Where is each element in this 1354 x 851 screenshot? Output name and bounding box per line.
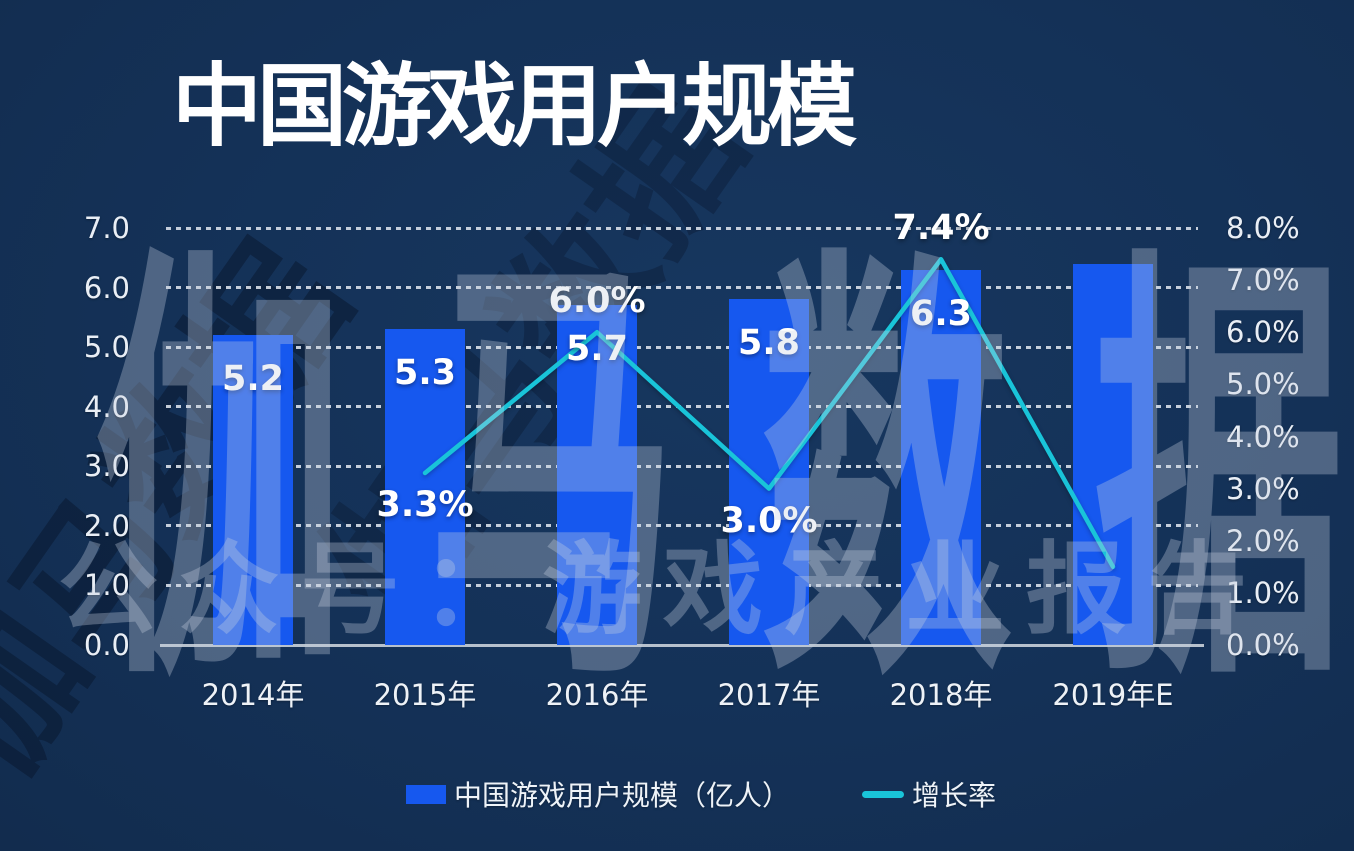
left-axis-tick-label: 5.0 (83, 330, 130, 365)
left-axis-tick-label: 1.0 (83, 568, 130, 603)
right-axis-tick-label: 5.0% (1226, 367, 1300, 402)
page-title: 中国游戏用户规模 (172, 54, 857, 159)
legend-bar-label: 中国游戏用户规模（亿人） (454, 779, 791, 812)
x-axis-label: 2018年 (889, 678, 993, 712)
right-axis-tick-label: 4.0% (1226, 419, 1300, 454)
x-axis-label: 2015年 (373, 678, 477, 712)
gridline (166, 226, 1198, 230)
gridline (166, 405, 1198, 409)
legend-line-swatch-icon (862, 790, 905, 798)
line-value-label: 3.0% (720, 500, 818, 541)
bar-value-label: 5.3 (393, 353, 457, 394)
left-axis-tick-label: 2.0 (83, 508, 130, 543)
left-axis-tick-label: 3.0 (83, 449, 130, 484)
legend-bar-swatch-icon (406, 784, 446, 804)
left-axis-tick-label: 0.0 (83, 628, 130, 662)
line-value-label: 6.0% (548, 281, 646, 322)
left-axis-tick-label: 4.0 (83, 389, 130, 424)
x-axis-line (160, 643, 1204, 647)
x-axis-label: 2016年 (545, 678, 649, 712)
gridline (166, 524, 1198, 528)
right-axis-tick-label: 1.0% (1226, 575, 1300, 610)
left-axis-tick-label: 7.0 (83, 211, 130, 245)
right-axis-tick-label: 3.0% (1226, 471, 1300, 506)
bar-value-label: 5.8 (737, 323, 801, 364)
left-axis-tick-label: 6.0 (83, 270, 130, 305)
x-axis-label: 2019年E (1052, 678, 1174, 712)
bar (213, 335, 293, 645)
gridline (166, 345, 1198, 349)
x-axis-label: 2014年 (201, 678, 305, 712)
gridline (166, 286, 1198, 290)
x-axis-label: 2017年 (717, 678, 821, 712)
right-axis-tick-label: 7.0% (1226, 263, 1300, 298)
line-value-label: 7.4% (892, 208, 990, 249)
right-axis-tick-label: 0.0% (1226, 628, 1300, 662)
legend: 中国游戏用户规模（亿人） 增长率 (406, 774, 996, 814)
bar-value-label: 6.3 (909, 293, 973, 334)
bar (1073, 263, 1153, 645)
right-axis-tick-label: 8.0% (1226, 211, 1300, 245)
gridline (166, 464, 1198, 468)
bar-value-label: 5.7 (565, 329, 629, 370)
bar-value-label: 5.2 (221, 359, 285, 400)
legend-line-label: 增长率 (912, 779, 997, 812)
line-value-label: 3.3% (376, 484, 474, 525)
right-axis-tick-label: 6.0% (1226, 315, 1300, 350)
right-axis-tick-label: 2.0% (1226, 523, 1300, 558)
gridline (166, 583, 1198, 587)
